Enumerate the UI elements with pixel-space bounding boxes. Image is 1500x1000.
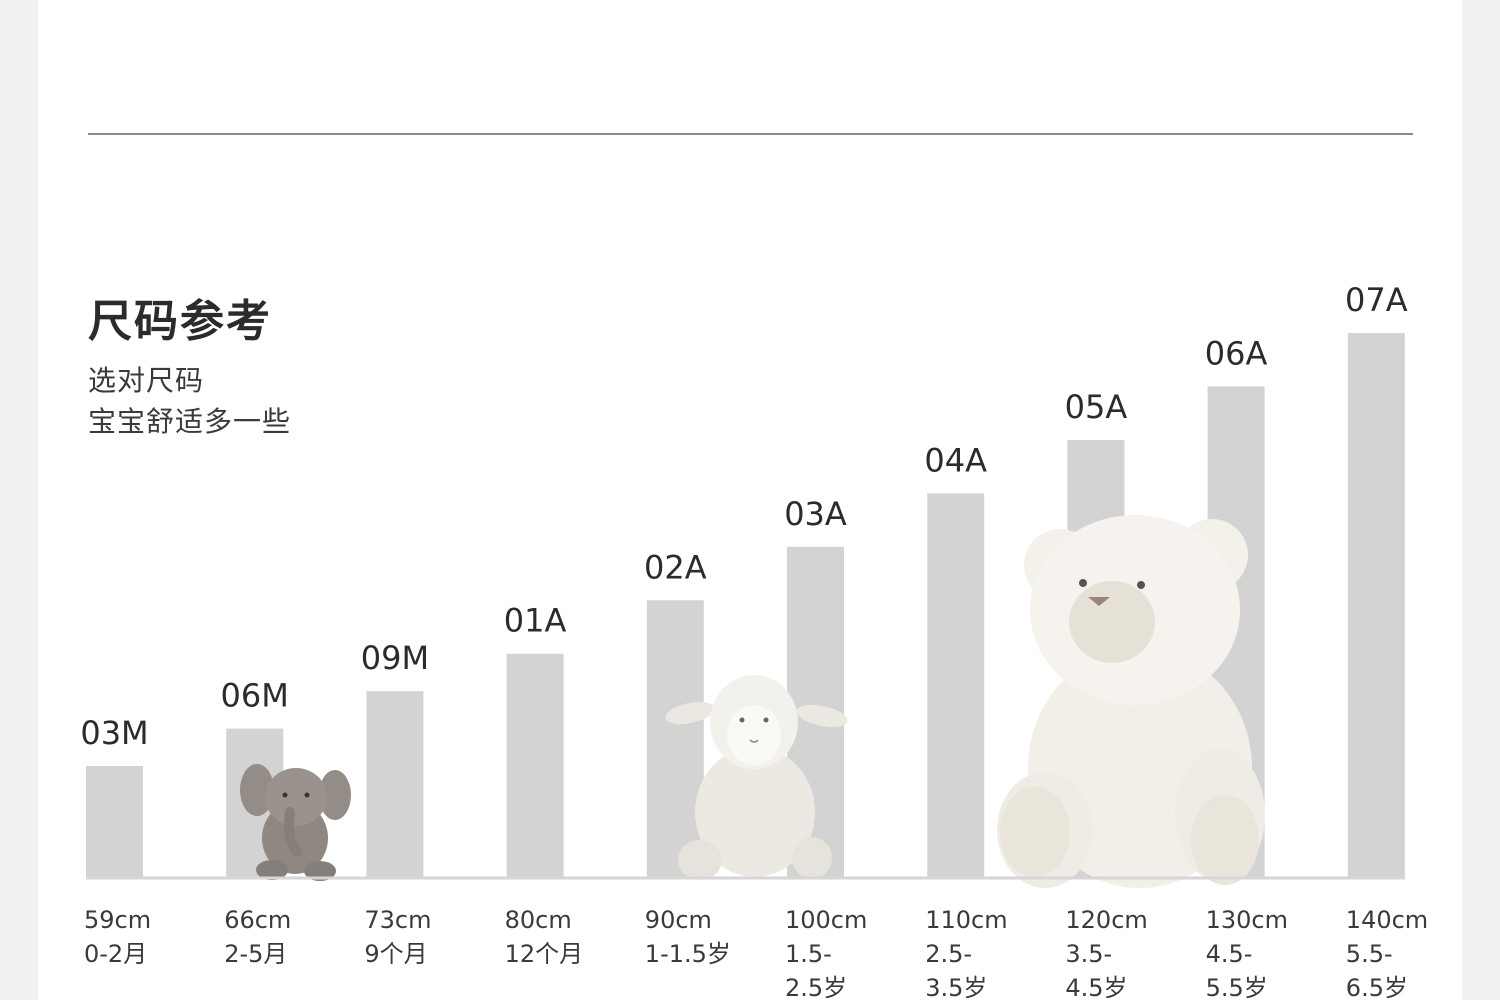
size-label-07a: 07A (1345, 281, 1408, 319)
x-label-01a-line-1: 80cm (505, 906, 572, 934)
x-label-07a-line-1: 140cm (1346, 906, 1428, 934)
x-label-03m-line-1: 59cm (84, 906, 151, 934)
size-label-09m: 09M (361, 639, 429, 677)
x-label-04a-line-2: 2.5- (925, 940, 972, 968)
bar-01a (506, 653, 564, 878)
x-label-03a-line-3: 2.5岁 (785, 974, 847, 1000)
size-label-01a: 01A (504, 602, 567, 640)
x-label-07a-line-2: 5.5- (1346, 940, 1393, 968)
size-label-05a: 05A (1065, 388, 1128, 426)
bar-09m (366, 691, 424, 878)
bar-02a (646, 600, 704, 878)
x-label-09m-line-2: 9个月 (364, 940, 427, 968)
x-label-05a-line-2: 3.5- (1065, 940, 1112, 968)
x-label-01a-line-2: 12个月 (505, 940, 584, 968)
size-label-06a: 06A (1205, 334, 1268, 372)
x-label-02a-line-1: 90cm (645, 906, 712, 934)
x-label-09m-line-1: 73cm (364, 906, 431, 934)
labels-group: 03M 59cm 0-2月 06M 66cm 2-5月 09M 73cm 9个月 01A 80cm 1… (80, 281, 1428, 1000)
bear-plush-icon (997, 515, 1265, 888)
bar-03m (86, 766, 143, 878)
x-label-06a-line-3: 5.5岁 (1206, 974, 1268, 1000)
x-label-06a-line-1: 130cm (1206, 906, 1288, 934)
subtitle: 选对尺码 宝宝舒适多一些 (88, 360, 291, 442)
size-label-06m: 06M (221, 677, 289, 715)
x-label-03a-line-1: 100cm (785, 906, 867, 934)
size-label-03m: 03M (80, 714, 148, 752)
x-label-04a-line-1: 110cm (925, 906, 1007, 934)
x-label-07a-line-3: 6.5岁 (1346, 974, 1408, 1000)
size-label-03a: 03A (784, 495, 847, 533)
x-label-06a-line-2: 4.5- (1206, 940, 1253, 968)
page-title: 尺码参考 (88, 296, 272, 347)
bar-07a (1347, 333, 1405, 878)
x-label-05a-line-3: 4.5岁 (1065, 974, 1127, 1000)
size-label-02a: 02A (644, 548, 707, 586)
x-label-02a-line-2: 1-1.5岁 (645, 940, 731, 968)
x-label-03a-line-2: 1.5- (785, 940, 832, 968)
subtitle-line-2: 宝宝舒适多一些 (88, 405, 292, 438)
divider-line (88, 133, 1413, 135)
subtitle-line-1: 选对尺码 (88, 364, 205, 397)
x-label-06m-line-2: 2-5月 (224, 940, 287, 968)
lamb-plush-icon (665, 675, 848, 880)
bar-04a (927, 493, 985, 878)
elephant-plush-icon (240, 764, 351, 881)
size-label-04a: 04A (924, 441, 987, 479)
x-label-06m-line-1: 66cm (224, 906, 291, 934)
x-label-05a-line-1: 120cm (1065, 906, 1147, 934)
x-label-03m-line-2: 0-2月 (84, 940, 147, 968)
x-label-04a-line-3: 3.5岁 (925, 974, 987, 1000)
